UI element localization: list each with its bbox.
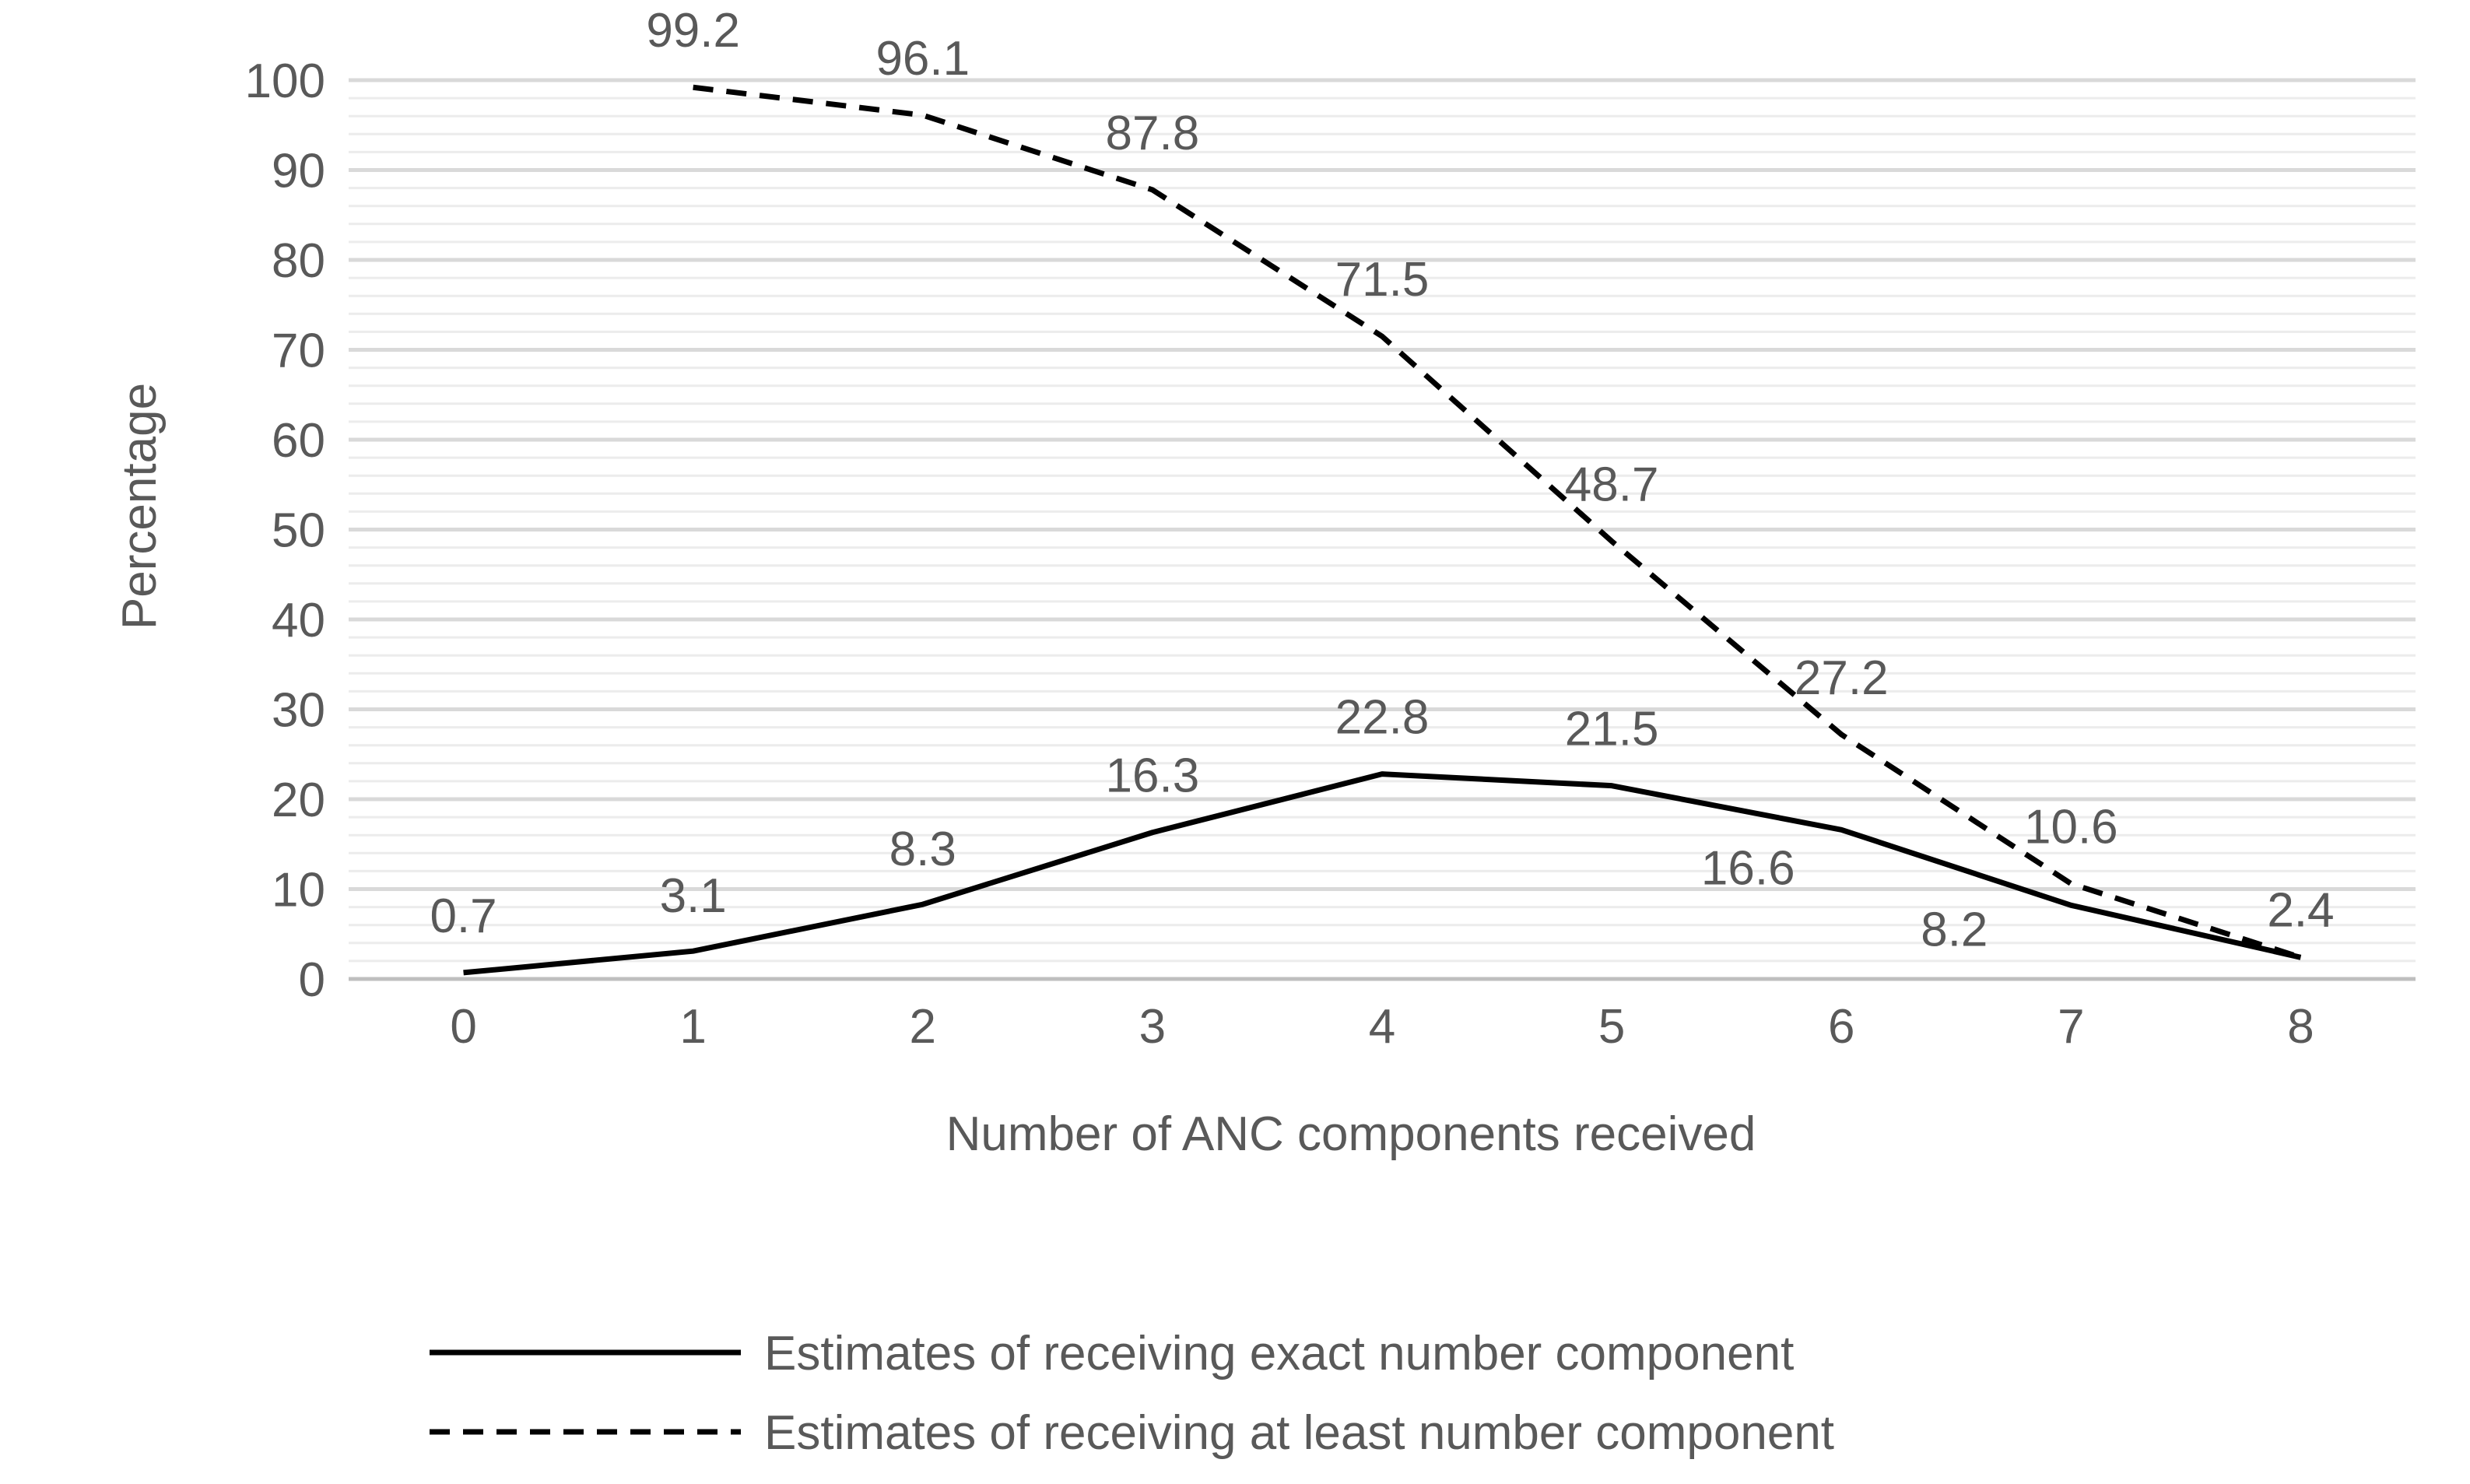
at-least-data-label: 99.2 — [646, 4, 740, 58]
at-least-data-label: 96.1 — [875, 32, 970, 86]
y-tick-label: 70 — [272, 325, 325, 378]
series-lines — [463, 84, 2302, 976]
y-tick-label: 20 — [272, 774, 325, 827]
exact-data-label: 16.3 — [1106, 749, 1200, 803]
data-labels: 0.7 3.1 8.3 16.3 22.8 21.5 16.6 8.2 2.4 99.2 96.1 8… — [430, 4, 2334, 956]
legend-label: Estimates of receiving exact number comp… — [764, 1327, 1794, 1381]
x-tick-label: 4 — [1369, 1000, 1395, 1054]
exact-data-label: 2.4 — [2267, 883, 2334, 937]
y-tick-label: 90 — [272, 145, 325, 198]
y-axis-title: Percentage — [113, 383, 167, 630]
y-tick-label: 10 — [272, 864, 325, 917]
y-tick-label: 40 — [272, 594, 325, 647]
at-least-data-label: 2.4 — [2267, 883, 2334, 937]
legend-label: Estimates of receiving at least number c… — [764, 1406, 1834, 1460]
y-tick-label: 0 — [299, 953, 325, 1007]
y-tick-label: 50 — [272, 504, 325, 558]
y-tick-label: 30 — [272, 684, 325, 738]
x-tick-label: 8 — [2287, 1000, 2314, 1054]
axes: 0 10 20 30 40 50 60 70 80 90 100 0 1 2 3 4 5 6 7 8 — [245, 54, 2314, 1054]
x-tick-label: 2 — [910, 1000, 936, 1054]
y-tick-label: 80 — [272, 234, 325, 288]
at-least-data-label: 71.5 — [1335, 253, 1430, 307]
exact-data-label: 8.2 — [1921, 903, 1988, 956]
x-axis-title: Number of ANC components received — [946, 1107, 1756, 1161]
exact-data-label: 3.1 — [660, 869, 727, 923]
y-tick-label: 60 — [272, 414, 325, 468]
x-tick-label: 5 — [1598, 1000, 1625, 1054]
gridlines — [349, 78, 2416, 981]
exact-data-label: 22.8 — [1335, 691, 1430, 745]
x-tick-label: 6 — [1828, 1000, 1854, 1054]
exact-series-line — [463, 771, 2302, 976]
x-tick-label: 1 — [679, 1000, 706, 1054]
at-least-data-label: 48.7 — [1565, 458, 1659, 512]
exact-data-label: 0.7 — [430, 889, 496, 943]
at-least-series-line — [693, 84, 2302, 960]
exact-data-label: 16.6 — [1701, 841, 1795, 895]
legend: Estimates of receiving exact number comp… — [430, 1327, 1834, 1460]
exact-data-label: 8.3 — [889, 823, 956, 876]
at-least-data-label: 10.6 — [2024, 801, 2118, 854]
exact-data-label: 21.5 — [1565, 703, 1659, 756]
x-tick-label: 3 — [1139, 1000, 1166, 1054]
at-least-data-label: 87.8 — [1106, 107, 1200, 160]
x-tick-label: 7 — [2058, 1000, 2084, 1054]
y-tick-label: 100 — [245, 54, 325, 108]
x-tick-label: 0 — [450, 1000, 476, 1054]
at-least-data-label: 27.2 — [1795, 651, 1889, 705]
